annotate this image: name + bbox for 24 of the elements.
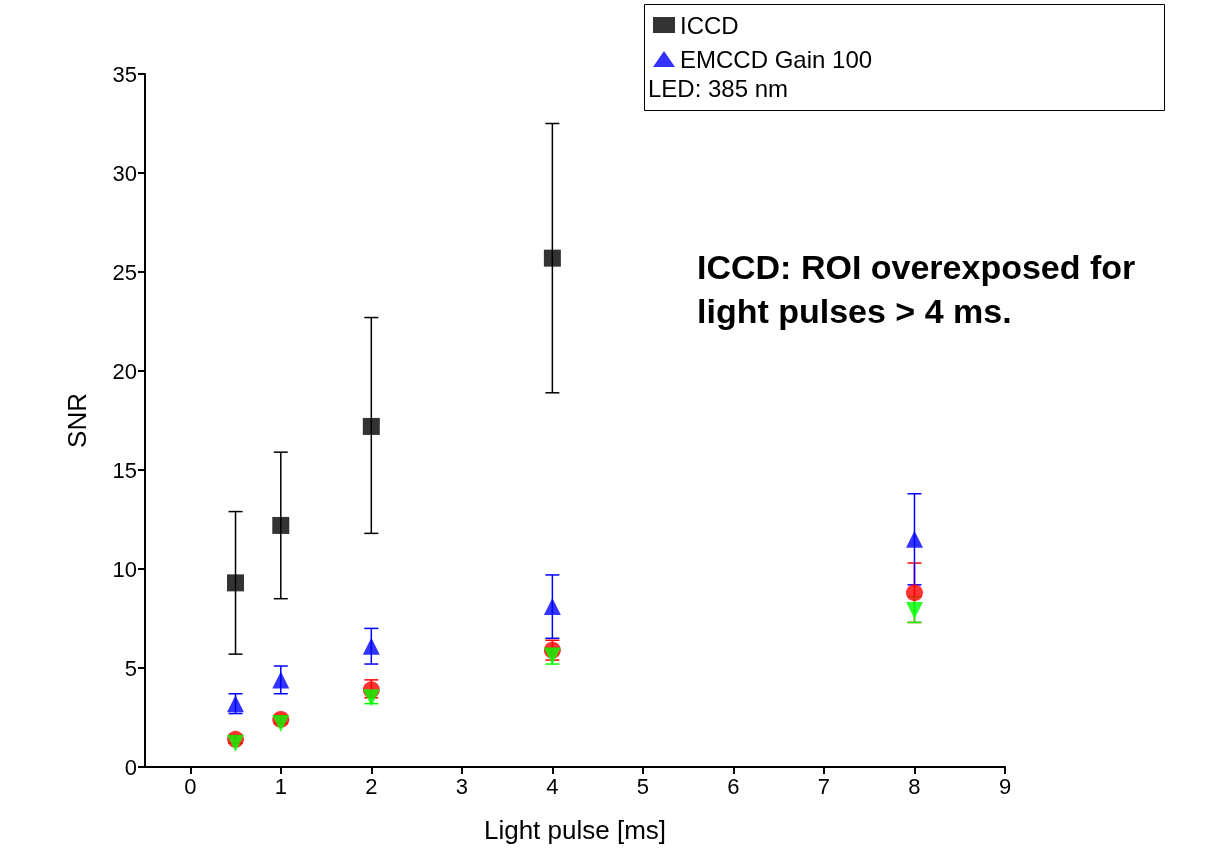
y-tick-label: 25 xyxy=(112,259,137,285)
x-tick-label: 3 xyxy=(455,773,468,799)
y-tick-label: 5 xyxy=(124,655,137,681)
annotation: LED: 385 nm xyxy=(648,74,789,102)
x-tick-label: 7 xyxy=(817,773,831,799)
x-tick-label: 9 xyxy=(998,773,1012,799)
y-tick-label: 15 xyxy=(112,457,137,483)
y-axis-title: SNR xyxy=(62,393,92,448)
y-tick-label: 20 xyxy=(112,358,137,384)
x-tick-label: 6 xyxy=(727,773,740,799)
x-tick-label: 4 xyxy=(546,773,559,799)
y-tick-label: 35 xyxy=(112,61,137,87)
x-tick-label: 5 xyxy=(636,773,650,799)
y-tick-label: 30 xyxy=(112,160,137,186)
x-tick-label: 1 xyxy=(274,773,287,799)
annotation: ICCD: ROI overexposed for light pulses > 4 ms. xyxy=(697,248,1145,330)
x-tick-label: 8 xyxy=(908,773,921,799)
legend-label: ICCD xyxy=(680,11,739,39)
x-tick-label: 0 xyxy=(184,773,197,799)
x-tick-label: 2 xyxy=(365,773,378,799)
y-tick-label: 0 xyxy=(124,754,137,780)
y-tick-label: 10 xyxy=(112,556,137,582)
x-axis-title: Light pulse [ms] xyxy=(483,815,667,845)
legend-label: EMCCD Gain 100 xyxy=(680,45,873,73)
